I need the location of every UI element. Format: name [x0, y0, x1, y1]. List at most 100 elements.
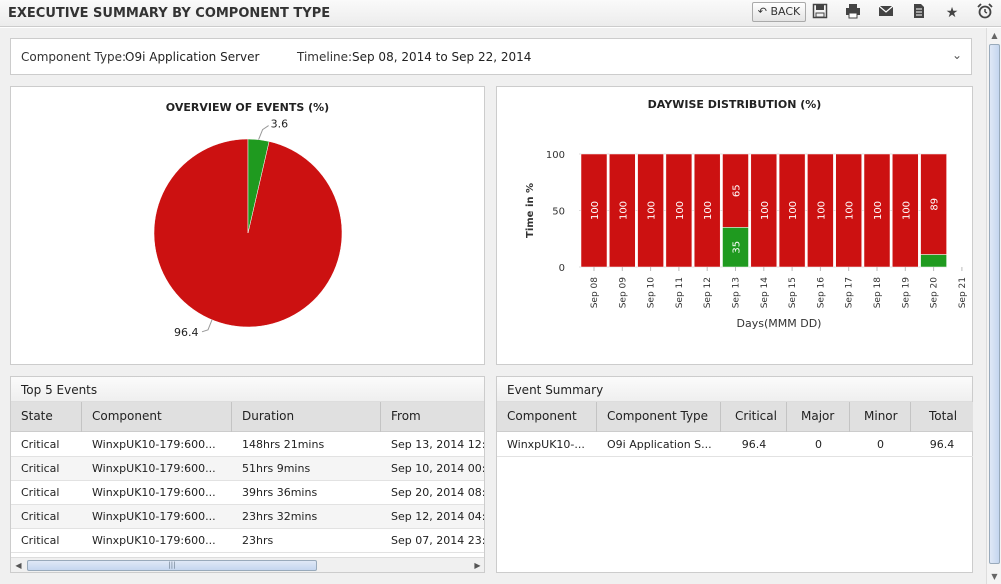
print-icon[interactable]	[843, 3, 863, 23]
chevron-down-icon[interactable]: ⌄	[951, 48, 963, 62]
table-cell: Sep 20, 2014 08:2	[391, 486, 485, 499]
back-label: BACK	[770, 5, 801, 18]
table-row[interactable]: Critical WinxpUK10-179:600... 51hrs 9mins S…	[11, 457, 484, 481]
table-row[interactable]: Critical WinxpUK10-179:600... 39hrs 36mins…	[11, 481, 485, 505]
scroll-down-icon[interactable]: ▼	[991, 572, 998, 581]
bar-data-label: 100	[873, 201, 884, 220]
col-header-component[interactable]: Component	[497, 402, 597, 432]
col-header-from[interactable]: From	[391, 409, 421, 423]
scroll-up-icon[interactable]: ▲	[991, 31, 998, 40]
y-tick-label: 0	[559, 263, 565, 274]
table-cell: Critical	[21, 534, 60, 547]
scroll-left-icon[interactable]: ◀	[15, 561, 22, 570]
bar-critical[interactable]	[892, 153, 919, 268]
table-row[interactable]: Critical WinxpUK10-179:600... 148hrs 21min…	[11, 433, 484, 457]
table-cell: Critical	[21, 510, 60, 523]
y-axis-label: Time in %	[525, 183, 536, 238]
x-tick-label: Sep 21	[958, 277, 968, 308]
bar-ok[interactable]	[920, 254, 947, 268]
x-tick-label: Sep 08	[590, 277, 600, 309]
bar-data-label: 100	[675, 201, 686, 220]
event-summary-title: Event Summary	[507, 383, 604, 397]
bar-critical[interactable]	[778, 153, 806, 268]
bar-critical[interactable]	[920, 153, 947, 255]
col-header-duration[interactable]: Duration	[232, 402, 381, 432]
top-events-title: Top 5 Events	[21, 383, 98, 397]
bar-ok[interactable]	[722, 227, 749, 268]
event-summary-panel: Event Summary Component Component Type C…	[496, 376, 973, 573]
col-header-major[interactable]: Major	[787, 402, 850, 432]
table-cell: 23hrs	[242, 534, 274, 547]
table-cell: WinxpUK10-179:600...	[92, 534, 216, 547]
top-events-header: Top 5 Events	[11, 377, 484, 402]
bar-chart-title: DAYWISE DISTRIBUTION (%)	[647, 98, 822, 111]
scroll-right-icon[interactable]: ▶	[474, 561, 481, 570]
event-summary-grid-header: Component Component Type Critical Major …	[497, 402, 973, 432]
bar-critical[interactable]	[609, 153, 636, 268]
x-tick-label: Sep 13	[732, 277, 742, 308]
table-cell: 0	[877, 438, 884, 451]
arrow-left-icon: ↶	[757, 5, 767, 18]
x-tick-label: Sep 20	[930, 277, 940, 309]
component-type-label: Component Type:	[21, 50, 127, 64]
x-tick-label: Sep 18	[873, 277, 883, 309]
pie-slice-minor[interactable]	[247, 138, 270, 234]
bar-critical[interactable]	[722, 153, 749, 228]
table-cell: WinxpUK10-179:600...	[92, 462, 216, 475]
pie-data-label: 96.4	[174, 326, 199, 339]
timeline-label: Timeline:	[297, 50, 353, 64]
back-button[interactable]: ↶ BACK	[752, 2, 806, 22]
email-icon[interactable]	[876, 3, 896, 23]
table-cell: O9i Application S...	[607, 438, 712, 451]
bar-data-label: 100	[845, 201, 856, 220]
table-cell: 96.4	[741, 438, 767, 451]
y-tick-label: 50	[552, 207, 565, 218]
vertical-scroll-thumb[interactable]	[989, 44, 1000, 564]
table-cell: Critical	[21, 462, 60, 475]
horizontal-scrollbar[interactable]: ◀ ||| ▶	[11, 557, 484, 572]
table-row[interactable]: Critical WinxpUK10-179:600... 23hrs 32mins…	[11, 505, 485, 529]
star-icon[interactable]: ★	[945, 5, 959, 21]
scroll-thumb[interactable]: |||	[27, 560, 317, 571]
events-overview-panel: OVERVIEW OF EVENTS (%) 3.6 96.4	[10, 86, 485, 365]
x-tick-label: Sep 10	[647, 277, 657, 309]
top-events-panel: Top 5 Events State Component Duration Fr…	[10, 376, 485, 573]
table-row[interactable]: Critical WinxpUK10-179:600... 23hrs Sep 07,…	[11, 529, 485, 553]
document-icon[interactable]	[909, 3, 929, 23]
bar-critical[interactable]	[863, 153, 891, 268]
table-cell: Critical	[21, 486, 60, 499]
table-cell: 51hrs 9mins	[242, 462, 311, 475]
save-icon[interactable]	[810, 3, 830, 23]
col-header-minor[interactable]: Minor	[850, 402, 911, 432]
bar-data-label: 100	[618, 201, 629, 220]
top-events-grid-header: State Component Duration From	[11, 402, 484, 432]
bar-critical[interactable]	[750, 153, 778, 268]
bar-data-label: 35	[732, 241, 743, 254]
x-tick-label: Sep 11	[675, 277, 685, 308]
x-tick-label: Sep 09	[618, 277, 628, 309]
col-header-state[interactable]: State	[11, 402, 82, 432]
x-tick-label: Sep 16	[816, 277, 826, 309]
table-cell: WinxpUK10-...	[507, 438, 585, 451]
table-cell: Sep 07, 2014 23:4	[391, 534, 485, 547]
bar-data-label: 65	[732, 184, 743, 197]
col-header-critical[interactable]: Critical	[721, 402, 787, 432]
bar-critical[interactable]	[807, 153, 834, 268]
daywise-bar-chart: 0 50 100 Time in % 100 Sep 08 100 Sep 09 100 Sep …	[525, 150, 968, 330]
col-header-total[interactable]: Total	[929, 409, 958, 423]
dashboard-content: Component Type: O9i Application Server T…	[0, 28, 986, 584]
bar-data-label: 100	[647, 201, 658, 220]
col-header-component-type[interactable]: Component Type	[597, 402, 721, 432]
bar-data-label: 100	[816, 201, 827, 220]
bar-critical[interactable]	[835, 153, 862, 268]
table-row[interactable]: WinxpUK10-... O9i Application S... 96.4 0 0 9…	[497, 433, 973, 457]
bar-critical[interactable]	[693, 153, 721, 268]
vertical-scrollbar[interactable]: ▲ ▼	[986, 28, 1001, 584]
table-cell: Sep 12, 2014 04:0	[391, 510, 485, 523]
col-header-component[interactable]: Component	[82, 402, 232, 432]
x-tick-label: Sep 12	[703, 277, 713, 308]
filter-bar[interactable]: Component Type: O9i Application Server T…	[10, 38, 972, 75]
alarm-clock-icon[interactable]	[975, 3, 995, 23]
table-cell: WinxpUK10-179:600...	[92, 486, 216, 499]
